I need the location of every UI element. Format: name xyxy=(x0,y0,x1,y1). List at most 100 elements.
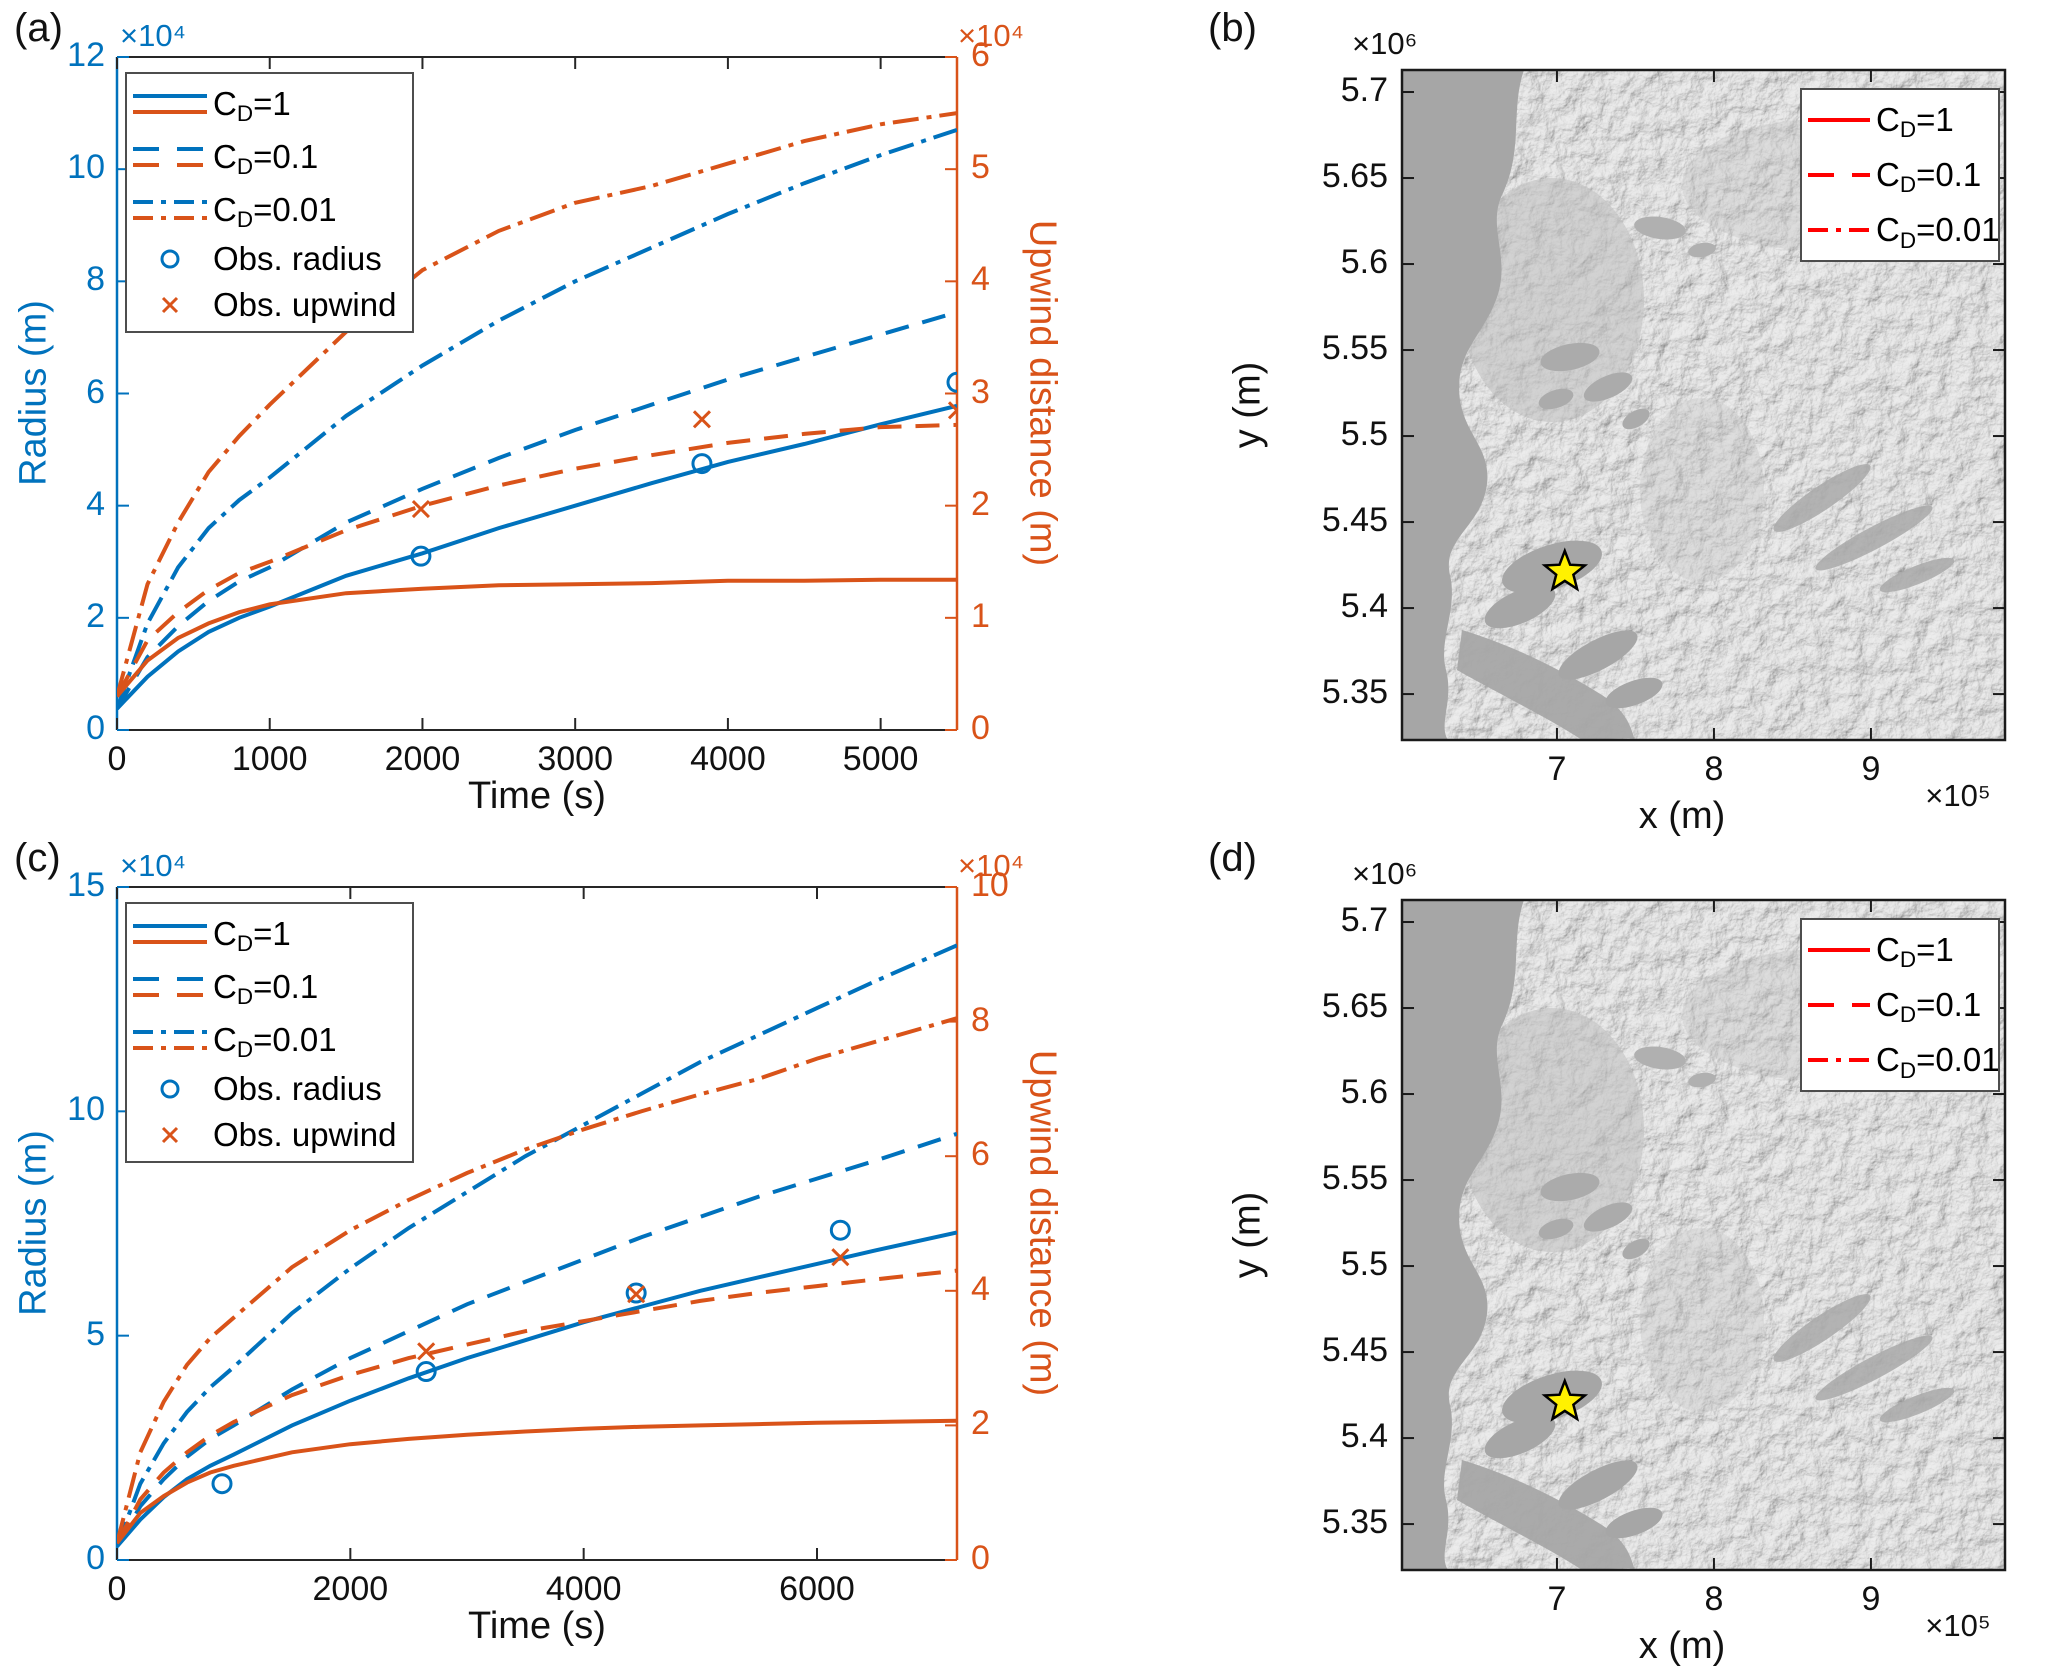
legend-item: Obs. upwind xyxy=(127,1112,412,1158)
panel-b-tag: (b) xyxy=(1208,6,1257,50)
obs-radius-circle-icon xyxy=(160,249,180,269)
y-right-tick-label: 2 xyxy=(971,484,990,523)
series-upwind-cd-0-1 xyxy=(117,422,957,698)
x-tick-label: 3000 xyxy=(537,740,613,778)
y-tick-label: 5.7 xyxy=(1340,901,1388,940)
x-tick-label: 2000 xyxy=(312,1570,389,1608)
panel-b-y-exponent: ×10⁶ xyxy=(1352,26,1418,61)
legend-item: CD=0.01 xyxy=(127,1013,412,1066)
legend-item-label: CD=0.1 xyxy=(213,967,319,1009)
panel-c-ylabel-left: Radius (m) xyxy=(12,1130,55,1316)
legend-item-label: CD=1 xyxy=(1876,100,1954,142)
y-tick-label: 5.45 xyxy=(1321,501,1388,540)
panel-d-tag: (d) xyxy=(1208,836,1257,880)
x-tick-label: 0 xyxy=(107,1570,127,1608)
legend-item-label: CD=0.01 xyxy=(1876,211,2000,253)
y-right-tick-label: 5 xyxy=(971,148,990,187)
x-tick-label: 7 xyxy=(1547,1580,1567,1618)
legend-line-sample xyxy=(160,1079,180,1099)
obs-radius-marker xyxy=(625,1282,647,1304)
y-right-tick-label: 10 xyxy=(971,866,1009,904)
legend-subscript: D xyxy=(1899,116,1917,142)
y-right-tick-label: 6 xyxy=(971,1135,990,1174)
y-right-tick-label: 4 xyxy=(971,1269,990,1308)
y-tick-label: 5.65 xyxy=(1321,157,1388,196)
obs-upwind-marker xyxy=(417,1342,436,1361)
panel-b-xlabel: x (m) xyxy=(1638,795,1726,837)
x-tick-label: 5000 xyxy=(842,740,919,778)
x-tick-label: 7 xyxy=(1547,750,1567,788)
y-right-tick-label: 1 xyxy=(971,596,990,635)
panel-d-legend: CD=1 CD=0.1 CD=0.01 xyxy=(1800,918,2000,1092)
legend-line-sample xyxy=(161,296,179,314)
legend-item: CD=1 xyxy=(1802,922,1998,977)
legend-subscript: D xyxy=(236,1036,254,1062)
panel-c-ylabel-right: Upwind distance (m) xyxy=(1021,1049,1064,1397)
y-left-tick-label: 12 xyxy=(67,36,105,74)
legend-line-sample xyxy=(133,976,207,997)
y-right-tick-label: 8 xyxy=(971,1000,990,1039)
y-left-tick-label: 10 xyxy=(67,148,105,187)
x-tick-label: 4000 xyxy=(545,1570,622,1608)
legend-subscript: D xyxy=(236,100,254,126)
legend-item-label: CD=0.1 xyxy=(213,137,319,179)
panel-a-tag: (a) xyxy=(14,6,63,50)
legend-subscript: D xyxy=(236,983,254,1009)
y-tick-label: 5.4 xyxy=(1340,1417,1388,1456)
obs-radius-marker xyxy=(410,545,432,567)
legend-line-sample xyxy=(1808,1058,1870,1063)
panel-b-legend: CD=1 CD=0.1 CD=0.01 xyxy=(1800,88,2000,262)
legend-item-label: Obs. radius xyxy=(213,1070,382,1107)
y-left-tick-label: 4 xyxy=(86,484,105,523)
y-left-tick-label: 5 xyxy=(86,1314,105,1353)
obs-radius-circle-icon xyxy=(160,1079,180,1099)
panel-a-legend: CD=1 CD=0.1 CD=0.01 Obs. radius Obs. upwind xyxy=(125,72,414,333)
panel-c-left-exponent: ×10⁴ xyxy=(120,848,186,883)
obs-upwind-marker xyxy=(627,1285,646,1304)
source-star-marker xyxy=(1541,1377,1589,1422)
panel-d-y-exponent: ×10⁶ xyxy=(1352,856,1418,891)
legend-line-sample xyxy=(160,249,180,269)
y-left-tick-label: 8 xyxy=(86,260,105,299)
series-radius-cd-0-1 xyxy=(117,1131,957,1548)
obs-radius-marker xyxy=(211,1473,233,1495)
panel-a-right-exponent: ×10⁴ xyxy=(958,18,1024,53)
legend-item: CD=1 xyxy=(127,77,412,130)
y-tick-label: 5.5 xyxy=(1340,1245,1388,1284)
y-tick-label: 5.35 xyxy=(1321,673,1388,712)
x-tick-label: 9 xyxy=(1861,750,1881,788)
legend-item-label: CD=0.01 xyxy=(213,190,337,232)
legend-item: Obs. radius xyxy=(127,1066,412,1112)
series-radius-cd-1 xyxy=(117,1230,957,1548)
legend-item-label: CD=0.01 xyxy=(213,1020,337,1062)
dynamic-plot-layer xyxy=(115,56,2007,1572)
legend-line-sample xyxy=(133,1029,207,1050)
legend-item: CD=1 xyxy=(127,907,412,960)
series-radius-cd-0-01 xyxy=(117,943,957,1548)
y-right-tick-label: 2 xyxy=(971,1404,990,1443)
legend-item-label: CD=1 xyxy=(213,84,291,126)
legend-subscript: D xyxy=(1899,1002,1917,1028)
legend-item: CD=1 xyxy=(1802,92,1998,147)
legend-line-sample xyxy=(133,923,207,944)
panel-d-x-exponent: ×10⁵ xyxy=(1925,1608,1991,1643)
obs-upwind-x-icon xyxy=(161,296,179,314)
y-tick-label: 5.5 xyxy=(1340,415,1388,454)
legend-item-label: CD=0.1 xyxy=(1876,985,1982,1028)
y-right-tick-label: 4 xyxy=(971,260,990,299)
panel-a-ylabel-right: Upwind distance (m) xyxy=(1021,219,1064,567)
obs-radius-marker xyxy=(946,371,957,393)
y-tick-label: 5.55 xyxy=(1321,329,1388,368)
series-upwind-cd-1 xyxy=(117,1418,957,1545)
x-tick-label: 2000 xyxy=(384,740,461,778)
y-left-tick-label: 10 xyxy=(67,1090,105,1129)
legend-item: CD=0.1 xyxy=(127,960,412,1013)
obs-upwind-x-icon xyxy=(161,1126,179,1144)
panel-a-plot-area xyxy=(115,56,959,731)
obs-radius-marker xyxy=(829,1219,851,1241)
series-upwind-cd-0-01 xyxy=(117,111,957,697)
panel-c-xlabel: Time (s) xyxy=(468,1605,606,1647)
legend-item-label: CD=0.01 xyxy=(1876,1041,2000,1083)
legend-subscript: D xyxy=(236,930,254,956)
